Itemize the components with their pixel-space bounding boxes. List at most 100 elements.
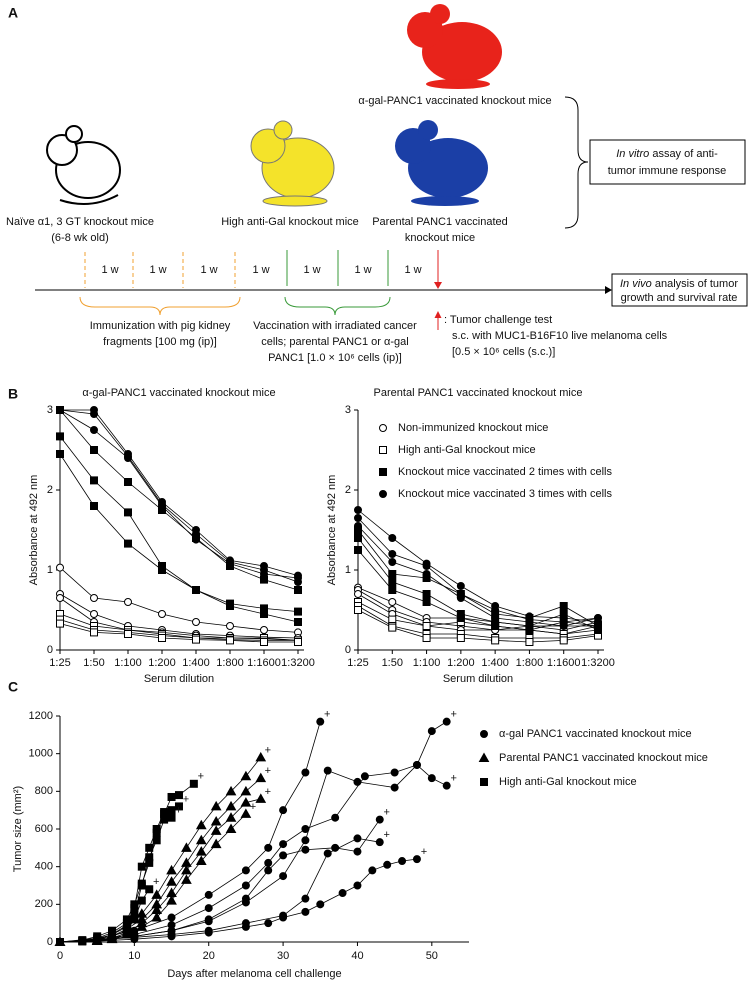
mouse-yellow: [250, 120, 335, 207]
end-label: +: [450, 773, 456, 785]
marker: [56, 406, 64, 414]
marker: [422, 622, 431, 630]
marker: [145, 885, 154, 894]
x-tick-label: 1:25: [49, 657, 70, 669]
marker: [195, 819, 207, 830]
marker: [192, 618, 200, 626]
marker: [174, 802, 183, 811]
mouse-white: [46, 125, 121, 205]
marker: [136, 921, 148, 931]
marker: [240, 797, 252, 807]
marker: [301, 894, 310, 903]
box-text-rest: analysis of tumor: [652, 278, 739, 290]
brace: [284, 296, 391, 316]
marker: [255, 772, 267, 783]
panel-label: C: [8, 679, 18, 695]
marker: [167, 806, 176, 815]
series-line: [357, 589, 599, 631]
marker: [379, 424, 387, 432]
marker: [241, 881, 250, 890]
x-axis-title: Serum dilution: [144, 673, 214, 685]
note: PANC1 [1.0 × 10⁶ cells (ip)]: [268, 352, 402, 364]
series-line: [59, 613, 299, 641]
marker: [137, 881, 146, 890]
marker: [195, 855, 207, 866]
marker: [368, 866, 377, 875]
x-tick-label: 10: [128, 950, 140, 962]
marker: [456, 614, 465, 622]
end-label: +: [265, 765, 271, 777]
end-label: +: [183, 793, 189, 805]
end-label: +: [265, 744, 271, 756]
x-tick-label: 1:50: [382, 657, 403, 669]
x-tick-label: 1:1600: [547, 657, 581, 669]
marker: [390, 783, 399, 792]
legend-arrow-head: [434, 311, 442, 318]
marker: [491, 614, 500, 622]
end-label: +: [450, 709, 456, 721]
marker: [594, 622, 602, 630]
x-tick-label: 30: [277, 950, 289, 962]
note: s.c. with MUC1-B16F10 live melanoma cell…: [452, 330, 668, 342]
marker: [241, 866, 250, 875]
mouse-label: Parental PANC1 vaccinated: [372, 216, 508, 228]
marker: [388, 578, 397, 586]
interval-label: 1 w: [404, 264, 421, 276]
marker: [260, 610, 268, 618]
marker: [353, 881, 362, 890]
series-line: [357, 605, 599, 639]
marker: [279, 913, 288, 922]
end-label: +: [324, 709, 330, 721]
note: Immunization with pig kidney: [90, 320, 231, 332]
legend-label: Non-immunized knockout mice: [398, 422, 548, 434]
marker: [225, 812, 237, 822]
x-tick-label: 0: [57, 950, 63, 962]
marker: [279, 840, 288, 849]
marker: [158, 502, 166, 510]
marker: [491, 636, 500, 645]
y-tick-label: 0: [345, 644, 351, 656]
marker: [56, 450, 64, 458]
marker: [90, 628, 98, 637]
interval-label: 1 w: [200, 264, 217, 276]
marker: [151, 889, 163, 899]
note: [0.5 × 10⁶ cells (s.c.)]: [452, 346, 555, 358]
marker: [331, 843, 340, 852]
marker: [124, 454, 132, 462]
marker: [56, 594, 64, 602]
box-text-rest: assay of anti-: [649, 148, 718, 160]
challenge-arrow: [434, 282, 442, 289]
marker: [279, 851, 288, 860]
x-tick-label: 1:400: [481, 657, 509, 669]
marker: [264, 843, 273, 852]
marker: [316, 900, 325, 909]
marker: [354, 522, 362, 530]
marker: [195, 846, 207, 856]
end-label: +: [198, 771, 204, 783]
end-label: +: [175, 805, 181, 817]
series-line: [357, 517, 599, 623]
y-tick-label: 2: [47, 484, 53, 496]
marker: [56, 563, 64, 572]
box: [589, 139, 746, 185]
marker: [90, 502, 98, 510]
marker: [166, 895, 177, 905]
marker: [491, 622, 500, 630]
marker: [166, 876, 177, 886]
marker: [240, 770, 252, 781]
marker: [388, 598, 397, 606]
series-line: [59, 623, 298, 643]
mouse-label: (6-8 wk old): [51, 232, 108, 244]
y-tick-label: 1: [345, 564, 351, 576]
chart-title: Parental PANC1 vaccinated knockout mice: [374, 387, 583, 399]
y-tick-label: 3: [47, 404, 53, 416]
marker: [388, 550, 397, 558]
x-tick-label: 20: [203, 950, 215, 962]
brace: [564, 96, 589, 229]
series-line: [357, 509, 599, 623]
marker: [480, 730, 488, 738]
series-line: [357, 549, 599, 631]
series-line: [59, 409, 299, 583]
panel-label: B: [8, 386, 18, 402]
marker: [559, 602, 568, 610]
